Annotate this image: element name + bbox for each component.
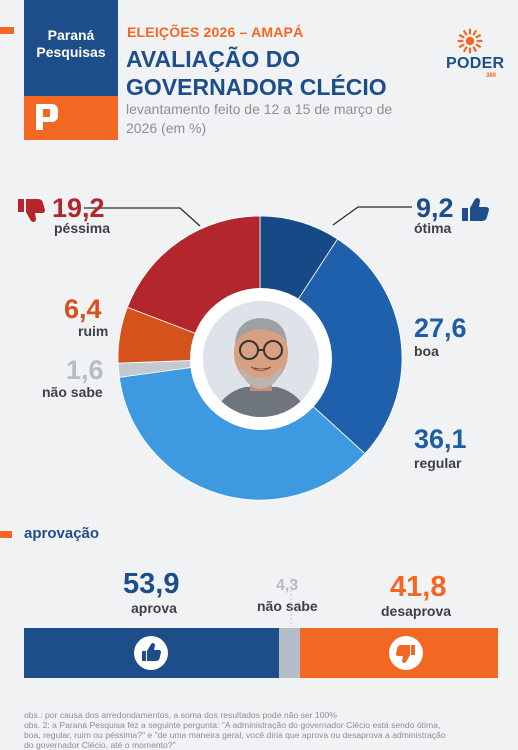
label-ruim: ruim — [78, 323, 109, 339]
subtitle: levantamento feito de 12 a 15 de março d… — [126, 101, 393, 136]
kicker: ELEIÇÕES 2026 – AMAPÁ — [127, 24, 304, 40]
approval-title: aprovação — [24, 525, 100, 542]
label-regular: regular — [414, 455, 462, 471]
footnote-line-3: boa, regular, ruim ou péssima?" e "de um… — [24, 730, 446, 740]
label-boa: boa — [414, 343, 439, 359]
approval-stacked-bar — [24, 628, 498, 678]
publisher-logo: PODER — [446, 55, 505, 72]
label-aprova: aprova — [131, 600, 177, 616]
page-title: AVALIAÇÃO DO GOVERNADOR CLÉCIO — [126, 45, 426, 101]
p-logo-icon — [36, 104, 58, 130]
portrait-image — [203, 301, 319, 417]
brand-line-2: Pesquisas — [36, 44, 106, 60]
thumbs-up-icon — [462, 198, 489, 221]
sunburst-icon — [457, 28, 483, 54]
value-desaprova: 41,8 — [390, 571, 447, 603]
brand-line-1: Paraná — [47, 27, 95, 43]
footnote-line-1: obs.: por causa dos arredondamentos, a s… — [24, 710, 337, 720]
bar-nao-sabe — [279, 628, 300, 678]
value-regular: 36,1 — [414, 424, 467, 454]
thumbs-down-icon — [18, 199, 45, 222]
governor-photo — [190, 288, 332, 430]
value-nao-sabe: 1,6 — [66, 355, 104, 385]
title-line-2: GOVERNADOR CLÉCIO — [126, 74, 387, 100]
label-nao-sabe: não sabe — [42, 384, 103, 400]
evaluation-donut-chart — [84, 206, 412, 501]
value-pessima: 19,2 — [52, 193, 105, 223]
accent-tab — [0, 27, 14, 34]
footnote: obs.: por causa dos arredondamentos, a s… — [24, 710, 500, 750]
value-otima: 9,2 — [416, 193, 454, 223]
footnote-line-2: obs. 2: a Paraná Pesquisa fez a seguinte… — [24, 720, 441, 730]
approve-icon — [134, 636, 168, 670]
footnote-line-4: do governador Clécio, até o momento?" — [24, 740, 176, 750]
label-pessima: péssima — [54, 220, 111, 236]
label-desaprova: desaprova — [381, 603, 452, 619]
value-ruim: 6,4 — [64, 294, 102, 324]
accent-tab-approval — [0, 531, 12, 538]
publisher-suffix: 360 — [486, 73, 497, 79]
value-approval-nao-sabe: 4,3 — [276, 577, 299, 594]
leader-otima — [332, 206, 412, 226]
leader-pessima — [84, 207, 201, 227]
title-line-1: AVALIAÇÃO DO — [126, 46, 301, 72]
value-aprova: 53,9 — [123, 568, 180, 600]
disapprove-icon — [389, 636, 423, 670]
parana-pesquisas-logo: Paraná Pesquisas — [24, 0, 118, 140]
value-boa: 27,6 — [414, 313, 467, 343]
brand-name: Paraná Pesquisas — [24, 0, 118, 96]
label-otima: ótima — [414, 220, 452, 236]
label-approval-nao-sabe: não sabe — [257, 598, 318, 614]
